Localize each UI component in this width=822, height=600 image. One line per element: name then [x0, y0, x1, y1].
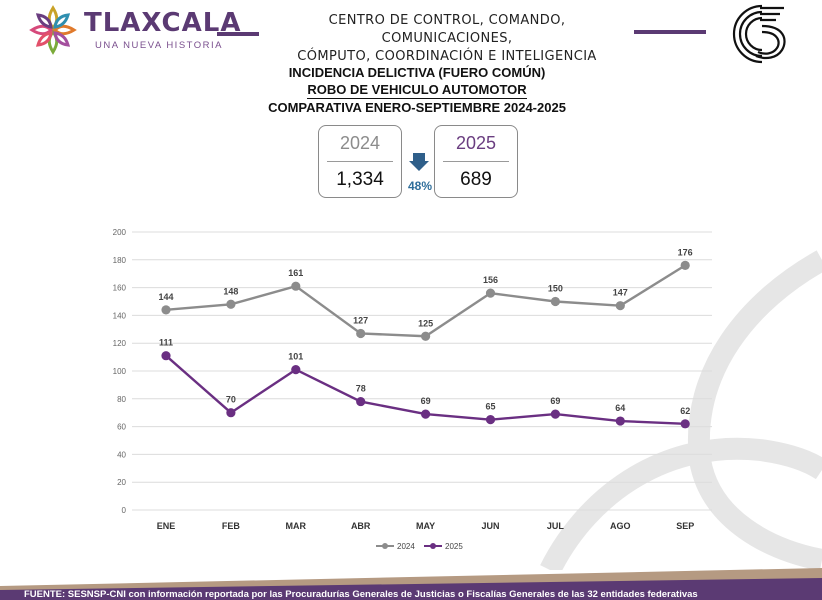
- data-point-2025: [550, 409, 561, 419]
- y-tick-label: 60: [117, 423, 126, 432]
- chart-legend: 2024 2025: [376, 542, 463, 551]
- background-petal-decoration: [540, 250, 822, 570]
- data-point-2025: [421, 409, 431, 419]
- data-point-2025: [485, 415, 496, 425]
- legend-label-2024: 2024: [397, 542, 415, 551]
- x-tick-label: ABR: [351, 521, 371, 531]
- y-tick-label: 120: [113, 339, 127, 348]
- header-title: CENTRO DE CONTROL, COMANDO, COMUNICACION…: [262, 12, 632, 66]
- data-point-2024: [615, 301, 625, 311]
- header: TLAXCALA UNA NUEVA HISTORIA CENTRO DE CO…: [0, 0, 822, 64]
- y-tick-label: 40: [117, 450, 126, 459]
- data-point-2024: [291, 281, 301, 291]
- data-label-2024: 147: [613, 288, 628, 298]
- data-label-2024: 125: [418, 318, 433, 328]
- data-point-2024: [161, 305, 171, 315]
- title-line3: COMPARATIVA ENERO-SEPTIEMBRE 2024-2025: [268, 100, 566, 115]
- summary-separator: [443, 161, 509, 162]
- data-label-2025: 69: [421, 396, 431, 406]
- summary-total-2025: 689: [460, 169, 492, 190]
- data-point-2024: [356, 328, 366, 339]
- data-label-2025: 65: [485, 402, 495, 412]
- data-label-2024: 156: [483, 275, 498, 285]
- data-label-2025: 78: [356, 384, 366, 394]
- legend-marker-2025: [430, 543, 436, 549]
- data-label-2025: 70: [226, 395, 236, 405]
- data-label-2024: 176: [678, 247, 693, 257]
- footer-band: [0, 568, 822, 600]
- y-tick-label: 200: [113, 228, 127, 237]
- data-point-2024: [550, 296, 561, 307]
- legend-marker-2024: [382, 543, 388, 549]
- data-label-2025: 64: [615, 403, 625, 413]
- header-title-line2: CÓMPUTO, COORDINACIÓN E INTELIGENCIA: [297, 49, 597, 64]
- x-tick-label: JUN: [481, 521, 499, 531]
- y-axis-ticks: 0 20 40 60 80 100 120 140 160 180 200: [113, 228, 127, 515]
- change-percentage: 48%: [407, 179, 433, 193]
- data-label-2025: 101: [288, 352, 303, 362]
- data-point-2024: [421, 331, 431, 341]
- data-label-2025: 62: [680, 406, 690, 416]
- data-point-2025: [356, 396, 366, 407]
- summary-box-2025: 2025 689: [434, 125, 518, 198]
- summary-year-2025: 2025: [455, 133, 497, 153]
- data-label-2025: 69: [550, 396, 560, 406]
- y-tick-label: 140: [113, 311, 127, 320]
- data-point-2024: [680, 260, 690, 270]
- x-tick-label: MAY: [416, 521, 435, 531]
- x-tick-label: JUL: [547, 521, 565, 531]
- brand-tagline: UNA NUEVA HISTORIA: [95, 40, 224, 51]
- data-point-2025: [161, 351, 171, 361]
- chart-series: 144 148 161 127 125 156 150 147 176 111 70 101 78 69 6…: [158, 247, 693, 429]
- x-tick-label: FEB: [222, 521, 241, 531]
- y-tick-label: 80: [117, 395, 126, 404]
- header-title-line1: CENTRO DE CONTROL, COMANDO, COMUNICACION…: [328, 13, 566, 46]
- chart-title-block: INCIDENCIA DELICTIVA (FUERO COMÚN) ROBO …: [228, 64, 606, 116]
- summary-total-2024: 1,334: [336, 169, 384, 190]
- y-tick-label: 180: [113, 256, 127, 265]
- data-point-2025: [615, 416, 625, 426]
- legend-label-2025: 2025: [445, 542, 463, 551]
- chart-gridlines: [132, 231, 712, 511]
- x-tick-label: AGO: [610, 521, 631, 531]
- y-tick-label: 100: [113, 367, 127, 376]
- x-tick-label: SEP: [676, 521, 694, 531]
- title-line1: INCIDENCIA DELICTIVA (FUERO COMÚN): [288, 65, 546, 80]
- x-tick-label: ENE: [157, 521, 176, 531]
- data-label-2024: 127: [353, 315, 368, 325]
- brand-name: TLAXCALA: [84, 8, 242, 38]
- y-tick-label: 20: [117, 478, 126, 487]
- data-label-2024: 148: [223, 286, 238, 296]
- data-point-2025: [680, 419, 690, 429]
- title-line2: ROBO DE VEHICULO AUTOMOTOR: [307, 82, 527, 99]
- data-label-2024: 144: [158, 292, 173, 302]
- header-divider-right: [634, 30, 706, 34]
- data-point-2024: [485, 288, 496, 298]
- y-tick-label: 160: [113, 284, 127, 293]
- data-point-2024: [226, 299, 236, 309]
- summary-separator: [327, 161, 393, 162]
- line-chart: 0 20 40 60 80 100 120 140 160 180 200 ENE FEB MAR ABR…: [113, 228, 712, 551]
- tlaxcala-flower-logo: [29, 5, 77, 55]
- data-point-2025: [226, 408, 236, 418]
- summary-year-2024: 2024: [339, 133, 381, 153]
- summary-box-2024: 2024 1,334: [318, 125, 402, 198]
- data-point-2025: [291, 365, 301, 375]
- c5-logo: [732, 4, 786, 64]
- footer-source: FUENTE: SESNSP-CNI con información repor…: [24, 589, 698, 600]
- x-axis-ticks: ENE FEB MAR ABR MAY JUN JUL AGO SEP: [157, 521, 694, 531]
- data-label-2024: 161: [288, 268, 303, 278]
- header-divider-left: [217, 32, 259, 36]
- arrow-down-icon: [409, 153, 429, 171]
- y-tick-label: 0: [122, 506, 127, 515]
- x-tick-label: MAR: [286, 521, 307, 531]
- data-label-2025: 111: [159, 338, 173, 348]
- data-label-2024: 150: [548, 284, 563, 294]
